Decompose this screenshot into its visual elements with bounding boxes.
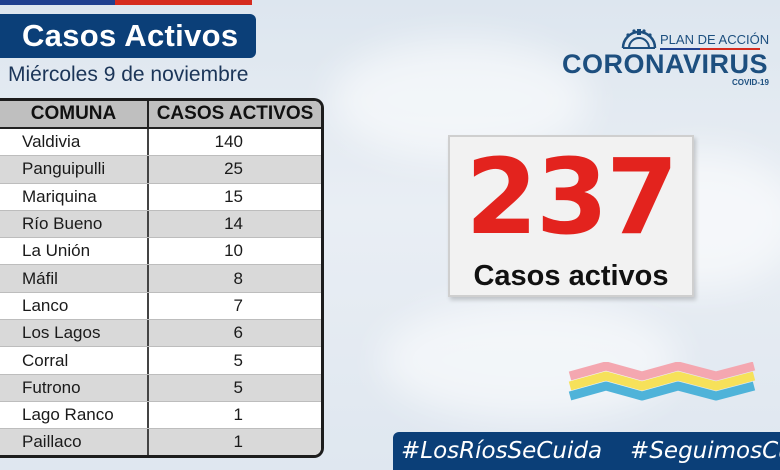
- la-moneda-dome-icon: [621, 29, 657, 49]
- comuna-cell: Futrono: [0, 374, 149, 401]
- table-row: La Unión 10: [0, 238, 321, 266]
- total-cases-label: Casos activos: [473, 260, 669, 292]
- hashtag-bar: #LosRíosSeCuida #SeguimosCuidándonos: [393, 432, 780, 470]
- table-row: Lanco 7: [0, 292, 321, 321]
- table-row: Panguipulli 25: [0, 156, 321, 184]
- comuna-cell: Los Lagos: [0, 320, 149, 347]
- table-row: Futrono 5: [0, 374, 321, 402]
- logo-flag-stripe: [660, 48, 760, 50]
- casos-cell: 5: [233, 377, 243, 397]
- table-row: Máfil 8: [0, 265, 321, 293]
- casos-cell: 140: [214, 132, 243, 152]
- comuna-cell: Mariquina: [0, 183, 149, 210]
- total-cases-card: 237 Casos activos: [448, 135, 694, 297]
- logo-plan-text: PLAN DE ACCIÓN: [660, 32, 770, 47]
- coronavirus-logo: PLAN DE ACCIÓN CORONAVIRUS COVID-19: [562, 27, 772, 89]
- comuna-cell: Lago Ranco: [0, 401, 149, 429]
- casos-cell: 14: [224, 214, 243, 234]
- casos-cell: 8: [233, 268, 243, 288]
- casos-cell: 1: [233, 405, 243, 425]
- comuna-cell: Río Bueno: [0, 210, 149, 238]
- page-title-text: Casos Activos: [22, 18, 239, 53]
- casos-cell: 1: [233, 432, 243, 452]
- casos-cell: 7: [233, 295, 243, 315]
- casos-cell: 5: [233, 350, 243, 370]
- table-row: Mariquina 15: [0, 183, 321, 211]
- comuna-cell: Corral: [0, 347, 149, 374]
- comuna-cell: La Unión: [0, 238, 149, 265]
- table-body: Valdivia 140 Panguipulli 25 Mariquina 15 Río B…: [0, 129, 321, 455]
- casos-cell: 6: [233, 323, 243, 343]
- cases-table: COMUNA CASOS ACTIVOS Valdivia 140 Panguipu…: [0, 98, 324, 458]
- table-row: Corral 5: [0, 347, 321, 375]
- table-row: Paillaco 1: [0, 429, 321, 455]
- page-title: Casos Activos: [0, 14, 256, 58]
- regional-ribbon-icon: [568, 362, 756, 401]
- comuna-cell: Paillaco: [0, 429, 149, 455]
- comuna-cell: Valdivia: [0, 129, 149, 156]
- flag-stripe: [0, 0, 252, 5]
- comuna-cell: Máfil: [0, 265, 149, 292]
- casos-cell: 10: [224, 241, 243, 261]
- table-row: Río Bueno 14: [0, 210, 321, 239]
- flag-blue-segment: [0, 0, 115, 5]
- logo-sub-text: COVID-19: [732, 78, 769, 87]
- hashtag-los-rios: #LosRíosSeCuida: [401, 438, 603, 464]
- total-cases-number: 237: [465, 136, 678, 258]
- table-row: Lago Ranco 1: [0, 401, 321, 430]
- table-row: Valdivia 140: [0, 129, 321, 157]
- casos-cell: 15: [224, 186, 243, 206]
- column-header-comuna: COMUNA: [0, 101, 149, 127]
- comuna-cell: Panguipulli: [0, 156, 149, 183]
- table-header: COMUNA CASOS ACTIVOS: [0, 101, 321, 129]
- date-label: Miércoles 9 de noviembre: [8, 63, 249, 86]
- comuna-cell: Lanco: [0, 292, 149, 320]
- logo-main-text: CORONAVIRUS: [562, 49, 769, 79]
- column-header-casos: CASOS ACTIVOS: [156, 103, 314, 124]
- casos-cell: 25: [224, 159, 243, 179]
- table-row: Los Lagos 6: [0, 320, 321, 348]
- hashtag-seguimos: #SeguimosCuidándonos: [630, 438, 780, 464]
- flag-red-segment: [115, 0, 252, 5]
